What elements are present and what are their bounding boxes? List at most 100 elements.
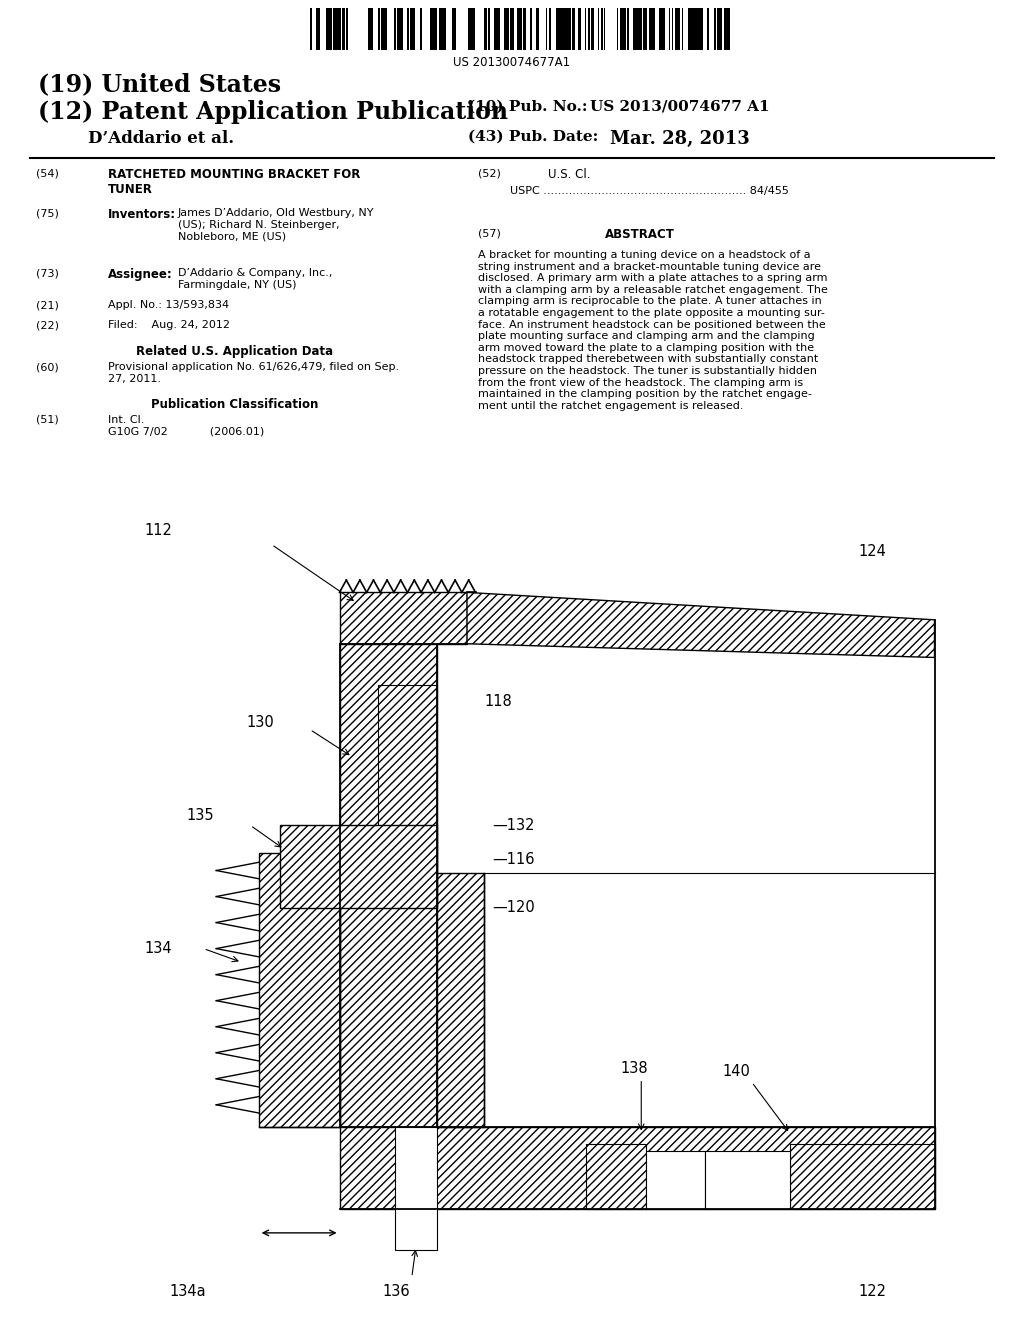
Text: 124: 124	[858, 544, 886, 558]
Bar	[556, 8, 559, 50]
Bar	[604, 8, 605, 50]
Bar	[487, 8, 490, 50]
Bar	[559, 8, 562, 50]
Bar	[310, 8, 312, 50]
Text: (21): (21)	[36, 300, 58, 310]
Text: (43) Pub. Date:: (43) Pub. Date:	[468, 129, 598, 144]
Bar	[669, 8, 670, 50]
Polygon shape	[280, 825, 437, 908]
Polygon shape	[378, 685, 437, 894]
Text: Filed:    Aug. 24, 2012: Filed: Aug. 24, 2012	[108, 319, 230, 330]
Bar	[549, 8, 551, 50]
Bar	[643, 8, 646, 50]
Text: 118: 118	[484, 694, 512, 710]
Text: 134a: 134a	[170, 1283, 206, 1299]
Bar	[598, 8, 599, 50]
Bar	[420, 8, 422, 50]
Bar	[682, 8, 683, 50]
Bar	[633, 8, 636, 50]
Bar	[436, 8, 437, 50]
Text: 130: 130	[246, 715, 273, 730]
Bar	[579, 8, 581, 50]
Bar	[717, 8, 722, 50]
Text: A bracket for mounting a tuning device on a headstock of a
string instrument and: A bracket for mounting a tuning device o…	[478, 249, 827, 411]
Bar	[495, 8, 498, 50]
Text: Mar. 28, 2013: Mar. 28, 2013	[610, 129, 750, 148]
Text: —120: —120	[493, 900, 536, 915]
Bar	[585, 8, 586, 50]
Polygon shape	[340, 644, 437, 1127]
Bar	[591, 8, 594, 50]
Bar	[616, 8, 618, 50]
Bar	[675, 8, 679, 50]
Text: USPC ........................................................ 84/455: USPC ...................................…	[510, 186, 788, 195]
Polygon shape	[705, 1151, 790, 1209]
Text: (60): (60)	[36, 362, 58, 372]
Bar	[646, 8, 647, 50]
Bar	[327, 8, 330, 50]
Text: Appl. No.: 13/593,834: Appl. No.: 13/593,834	[108, 300, 229, 310]
Bar	[397, 8, 402, 50]
Bar	[624, 8, 626, 50]
Bar	[339, 8, 341, 50]
Bar	[621, 8, 624, 50]
Bar	[697, 8, 701, 50]
Bar	[336, 8, 341, 50]
Text: Publication Classification: Publication Classification	[152, 399, 318, 411]
Polygon shape	[394, 1127, 437, 1250]
Text: Related U.S. Application Data: Related U.S. Application Data	[136, 345, 334, 358]
Text: 140: 140	[722, 1064, 750, 1080]
Bar	[627, 8, 629, 50]
Polygon shape	[484, 1127, 935, 1250]
Polygon shape	[645, 1151, 705, 1209]
Polygon shape	[586, 1144, 645, 1209]
Text: (22): (22)	[36, 319, 59, 330]
Bar	[429, 8, 433, 50]
Text: 138: 138	[620, 1061, 647, 1076]
Bar	[708, 8, 709, 50]
Bar	[537, 8, 539, 50]
Bar	[640, 8, 642, 50]
Bar	[663, 8, 665, 50]
Bar	[468, 8, 472, 50]
Bar	[658, 8, 664, 50]
Bar	[529, 8, 532, 50]
Bar	[394, 8, 396, 50]
Bar	[649, 8, 651, 50]
Text: 136: 136	[382, 1283, 410, 1299]
Text: (73): (73)	[36, 268, 58, 279]
Text: (19) United States: (19) United States	[38, 73, 282, 96]
Text: (51): (51)	[36, 414, 58, 425]
Text: Inventors:: Inventors:	[108, 209, 176, 220]
Bar	[520, 8, 522, 50]
Bar	[727, 8, 730, 50]
Bar	[471, 8, 475, 50]
Text: 135: 135	[186, 808, 214, 822]
Text: —132: —132	[493, 818, 535, 833]
Bar	[411, 8, 415, 50]
Text: —116: —116	[493, 851, 535, 867]
Text: (57): (57)	[478, 228, 501, 238]
Text: U.S. Cl.: U.S. Cl.	[548, 168, 591, 181]
Bar	[333, 8, 338, 50]
Bar	[724, 8, 727, 50]
Bar	[372, 8, 373, 50]
Bar	[672, 8, 674, 50]
Text: Assignee:: Assignee:	[108, 268, 173, 281]
Polygon shape	[340, 1127, 935, 1209]
Bar	[652, 8, 655, 50]
Text: 134: 134	[144, 941, 172, 956]
Bar	[636, 8, 640, 50]
Bar	[565, 8, 567, 50]
Bar	[523, 8, 525, 50]
Bar	[381, 8, 385, 50]
Bar	[369, 8, 372, 50]
Bar	[345, 8, 348, 50]
Text: (12) Patent Application Publication: (12) Patent Application Publication	[38, 100, 508, 124]
Bar	[342, 8, 345, 50]
Text: James D’Addario, Old Westbury, NY
(US); Richard N. Steinberger,
Nobleboro, ME (U: James D’Addario, Old Westbury, NY (US); …	[178, 209, 375, 242]
Bar	[510, 8, 514, 50]
Polygon shape	[484, 874, 935, 1127]
Polygon shape	[790, 1144, 935, 1209]
Bar	[378, 8, 380, 50]
